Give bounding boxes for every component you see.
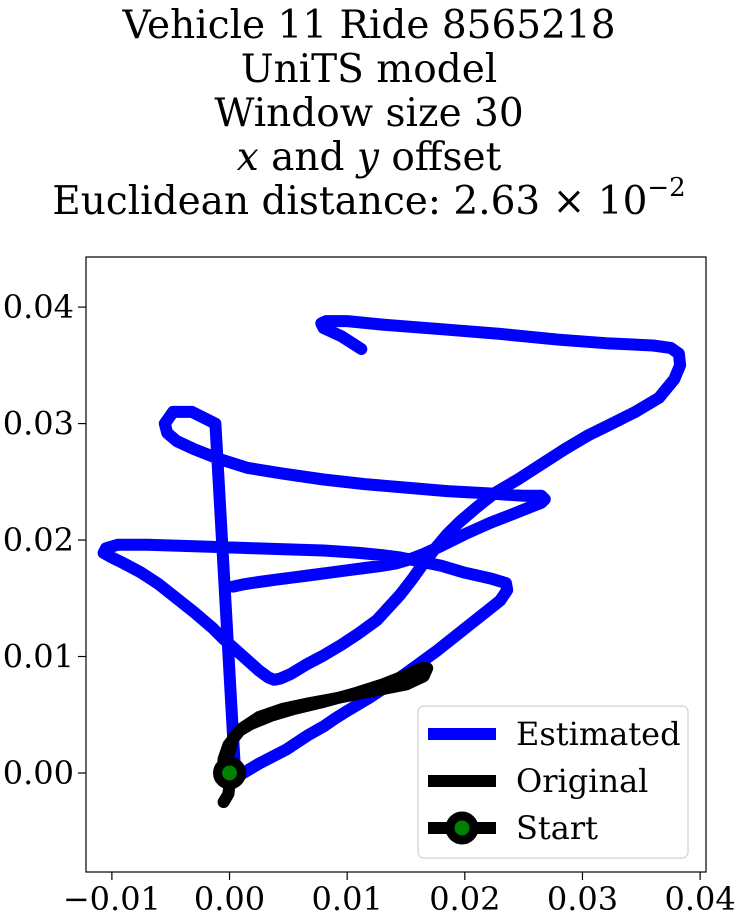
title-distance-base: 10 <box>597 179 648 224</box>
title-line-4: x and y offset <box>0 136 738 180</box>
title-distance-mantissa: 2.63 <box>453 179 541 224</box>
legend: Estimated Original Start <box>417 705 689 859</box>
title-distance-times: × <box>552 179 586 224</box>
x-tick-label: 0.04 <box>664 880 735 918</box>
series-line-estimated <box>97 315 687 784</box>
x-tick-label: −0.01 <box>63 880 161 918</box>
title-distance-exponent: −2 <box>647 173 686 203</box>
legend-label-start: Start <box>516 809 598 847</box>
title-line-2: UniTS model <box>240 47 498 92</box>
y-axis: 0.00 0.01 0.02 0.03 0.04 <box>3 288 86 792</box>
x-tick-label: 0.03 <box>547 880 618 918</box>
y-tick-label: 0.04 <box>3 288 74 326</box>
y-tick-label: 0.03 <box>3 405 74 443</box>
title-x-var: x <box>236 135 259 180</box>
title-and-word: and <box>271 135 345 180</box>
x-axis: −0.01 0.00 0.01 0.02 0.03 0.04 <box>63 872 736 918</box>
title-y-var: y <box>356 135 379 180</box>
x-tick-label: 0.01 <box>312 880 383 918</box>
legend-start-marker <box>445 811 479 845</box>
series-line-original <box>216 662 434 809</box>
x-tick-label: 0.00 <box>194 880 265 918</box>
y-tick-label: 0.00 <box>3 754 74 792</box>
y-tick-label: 0.02 <box>3 521 74 559</box>
x-tick-label: 0.02 <box>429 880 500 918</box>
legend-label-estimated: Estimated <box>516 715 681 753</box>
series-layer <box>97 315 687 809</box>
legend-label-original: Original <box>516 762 648 800</box>
title-line-3: Window size 30 <box>214 91 524 136</box>
y-tick-label: 0.01 <box>3 638 74 676</box>
legend-box <box>417 705 689 859</box>
title-line-1: Vehicle 11 Ride 8565218 <box>122 3 616 48</box>
title-line-5: Euclidean distance: 2.63 × 10−2 <box>0 175 738 224</box>
plot-frame <box>85 256 707 873</box>
title-distance-prefix: Euclidean distance: <box>52 179 454 224</box>
start-point-marker <box>213 756 247 790</box>
title-offset-word: offset <box>391 135 502 180</box>
